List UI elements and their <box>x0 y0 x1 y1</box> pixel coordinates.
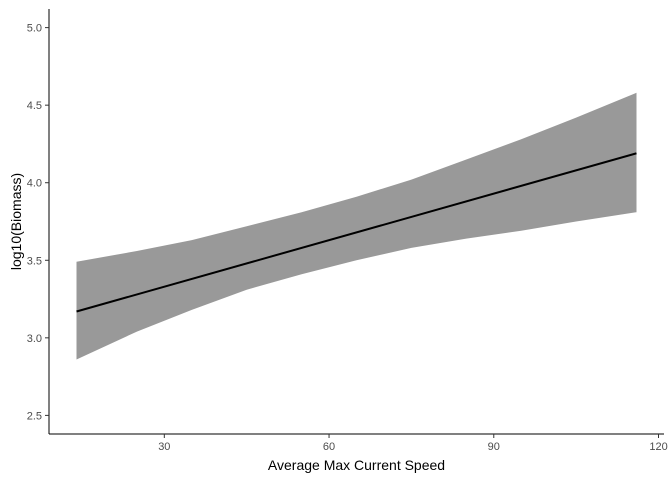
x-ticks: 30 60 90 120 <box>158 434 668 453</box>
confidence-band <box>76 92 637 360</box>
x-tick-label: 120 <box>649 441 667 453</box>
x-tick-label: 90 <box>488 441 500 453</box>
y-tick-label: 3.0 <box>27 333 42 345</box>
x-tick-label: 30 <box>158 441 170 453</box>
y-ticks: 2.5 3.0 3.5 4.0 4.5 5.0 <box>27 23 49 422</box>
axes <box>48 9 664 435</box>
y-tick-label: 3.5 <box>27 255 42 267</box>
confidence-band-layer <box>76 92 637 360</box>
fit-line <box>76 152 637 313</box>
y-tick-label: 4.0 <box>27 178 42 190</box>
x-tick-label: 60 <box>323 441 335 453</box>
fit-line-layer <box>76 152 637 313</box>
y-tick-label: 2.5 <box>27 410 42 422</box>
y-tick-label: 4.5 <box>27 100 42 112</box>
y-tick-label: 5.0 <box>27 23 42 35</box>
y-axis-title: log10(Biomass) <box>8 173 24 270</box>
x-axis-title: Average Max Current Speed <box>268 457 445 473</box>
